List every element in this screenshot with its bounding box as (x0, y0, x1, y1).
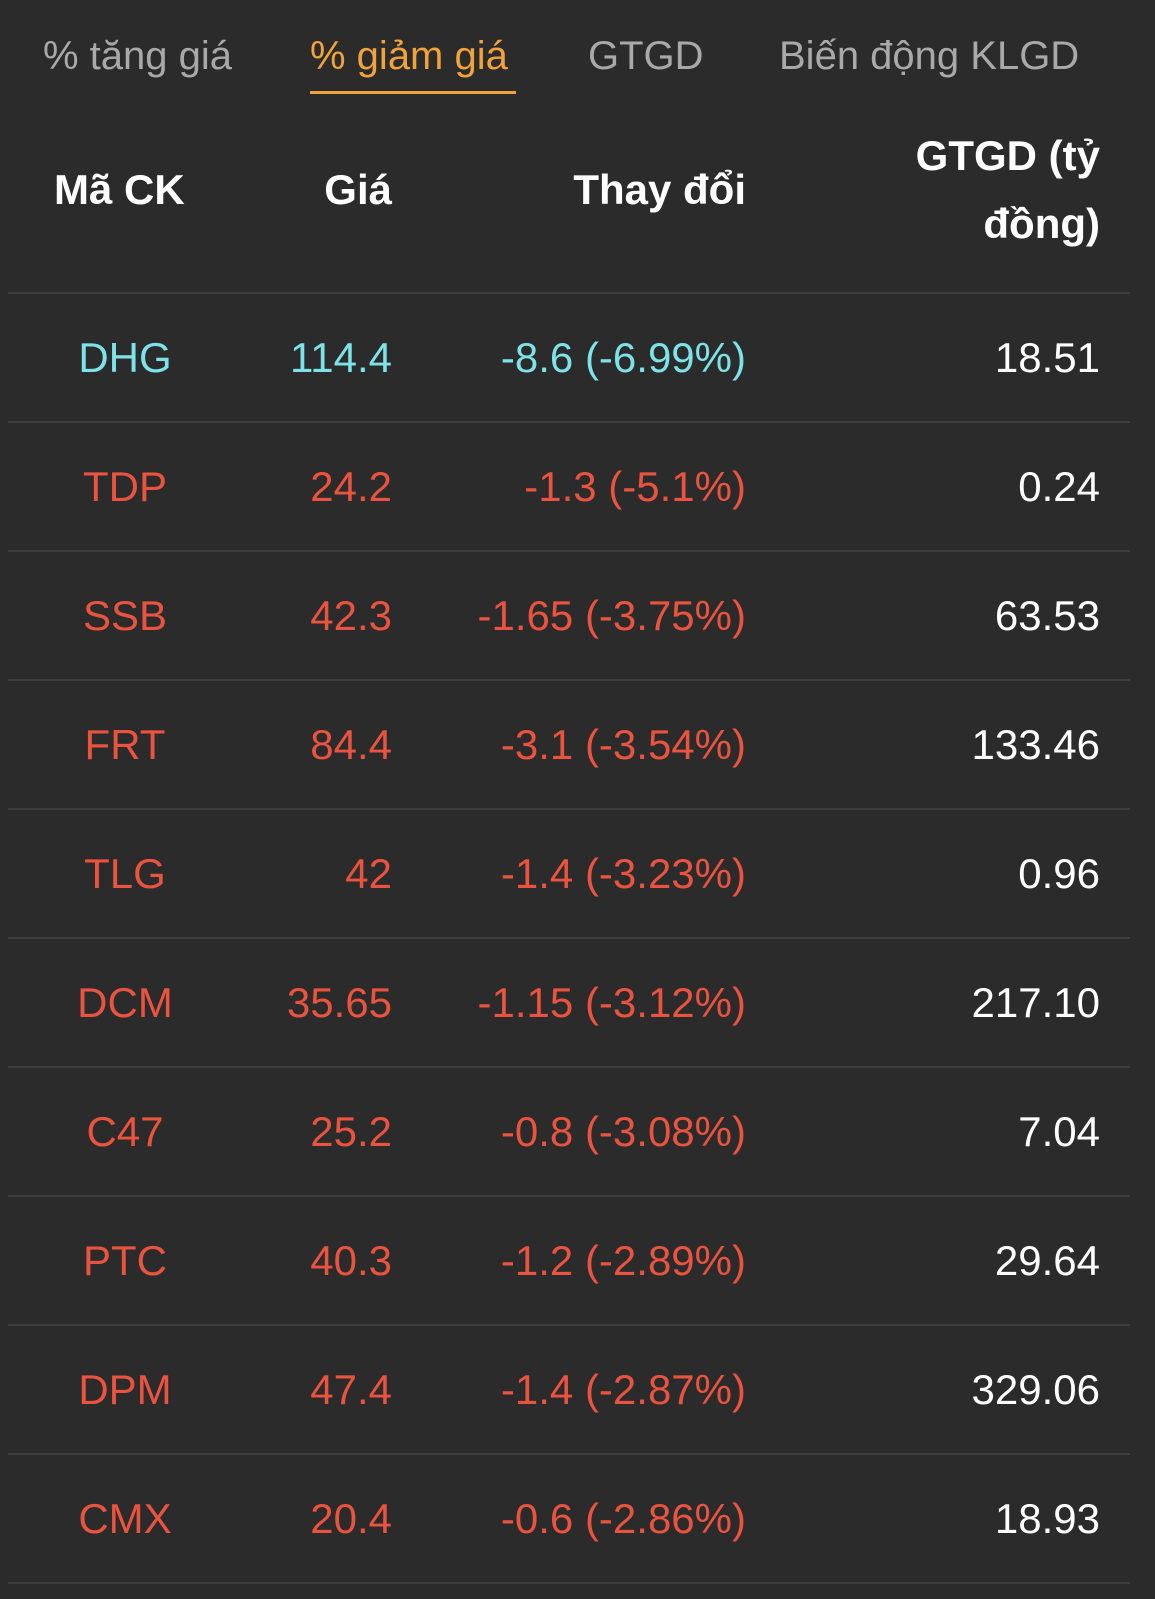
table-body: DHG 114.4 -8.6 (-6.99%) 18.51 TDP 24.2 -1.3 (-… (8, 294, 1130, 1584)
stock-code[interactable]: PTC (83, 1237, 167, 1284)
table-row[interactable]: DPM 47.4 -1.4 (-2.87%) 329.06 (8, 1326, 1130, 1455)
table-row[interactable]: TLG 42 -1.4 (-3.23%) 0.96 (8, 810, 1130, 939)
header-change: Thay đổi (573, 166, 746, 213)
stock-code[interactable]: FRT (84, 721, 166, 768)
stock-trading-value: 63.53 (994, 592, 1100, 639)
stock-change: -1.2 (-2.89%) (500, 1237, 746, 1284)
tab-volume-change[interactable]: Biến động KLGD (779, 34, 1080, 78)
stock-change: -1.15 (-3.12%) (477, 979, 746, 1026)
stock-code[interactable]: SSB (82, 592, 168, 639)
stock-trading-value: 29.64 (994, 1237, 1100, 1284)
table-row[interactable]: FRT 84.4 -3.1 (-3.54%) 133.46 (8, 681, 1130, 810)
stock-code[interactable]: TLG (84, 850, 166, 897)
stock-price: 40.3 (310, 1237, 392, 1284)
table-header: Mã CK Giá Thay đổi GTGD (tỷ đồng) (8, 120, 1130, 294)
table-row[interactable]: DCM 35.65 -1.15 (-3.12%) 217.10 (8, 939, 1130, 1068)
stock-table: Mã CK Giá Thay đổi GTGD (tỷ đồng) DHG 114… (8, 120, 1130, 1584)
stock-change: -1.3 (-5.1%) (524, 463, 746, 510)
stock-code[interactable]: C47 (86, 1108, 164, 1155)
header-price: Giá (324, 166, 392, 213)
tab-trading-value[interactable]: GTGD (588, 34, 704, 78)
stock-change: -1.4 (-2.87%) (500, 1366, 746, 1413)
stock-code[interactable]: DPM (78, 1366, 172, 1413)
stock-trading-value: 217.10 (971, 979, 1100, 1026)
stock-price: 35.65 (286, 979, 392, 1026)
header-trading-value: GTGD (tỷ đồng) (870, 122, 1100, 258)
stock-code[interactable]: DHG (78, 334, 172, 381)
stock-trading-value: 18.51 (994, 334, 1100, 381)
stock-change: -3.1 (-3.54%) (500, 721, 746, 768)
stock-price: 84.4 (310, 721, 392, 768)
table-row[interactable]: DHG 114.4 -8.6 (-6.99%) 18.51 (8, 294, 1130, 423)
stock-trading-value: 7.04 (1018, 1108, 1100, 1155)
stock-change: -8.6 (-6.99%) (500, 334, 746, 381)
stock-price: 42 (345, 850, 392, 897)
tab-bar: % tăng giá % giảm giá GTGD Biến động KLG… (0, 0, 1155, 110)
stock-price: 42.3 (310, 592, 392, 639)
tab-losers[interactable]: % giảm giá (310, 30, 516, 94)
table-row[interactable]: SSB 42.3 -1.65 (-3.75%) 63.53 (8, 552, 1130, 681)
tab-gainers[interactable]: % tăng giá (43, 34, 233, 78)
header-code: Mã CK (54, 166, 185, 213)
stock-trading-value: 133.46 (971, 721, 1100, 768)
stock-trading-value: 0.96 (1018, 850, 1100, 897)
stock-trading-value: 18.93 (994, 1495, 1100, 1542)
stock-change: -0.8 (-3.08%) (500, 1108, 746, 1155)
stock-change: -1.65 (-3.75%) (477, 592, 746, 639)
table-row[interactable]: TDP 24.2 -1.3 (-5.1%) 0.24 (8, 423, 1130, 552)
stock-code[interactable]: TDP (83, 463, 167, 510)
header-trading-value-line2: đồng) (983, 200, 1100, 247)
table-row[interactable]: CMX 20.4 -0.6 (-2.86%) 18.93 (8, 1455, 1130, 1584)
stock-price: 114.4 (290, 334, 392, 381)
stock-price: 20.4 (310, 1495, 392, 1542)
table-row[interactable]: PTC 40.3 -1.2 (-2.89%) 29.64 (8, 1197, 1130, 1326)
table-row[interactable]: C47 25.2 -0.8 (-3.08%) 7.04 (8, 1068, 1130, 1197)
stock-price: 24.2 (310, 463, 392, 510)
stock-code[interactable]: CMX (78, 1495, 172, 1542)
stock-trading-value: 329.06 (971, 1366, 1100, 1413)
stock-code[interactable]: DCM (77, 979, 173, 1026)
stock-price: 25.2 (310, 1108, 392, 1155)
stock-change: -0.6 (-2.86%) (500, 1495, 746, 1542)
stock-trading-value: 0.24 (1018, 463, 1100, 510)
stock-change: -1.4 (-3.23%) (500, 850, 746, 897)
header-trading-value-line1: GTGD (tỷ (915, 132, 1100, 179)
stock-price: 47.4 (310, 1366, 392, 1413)
